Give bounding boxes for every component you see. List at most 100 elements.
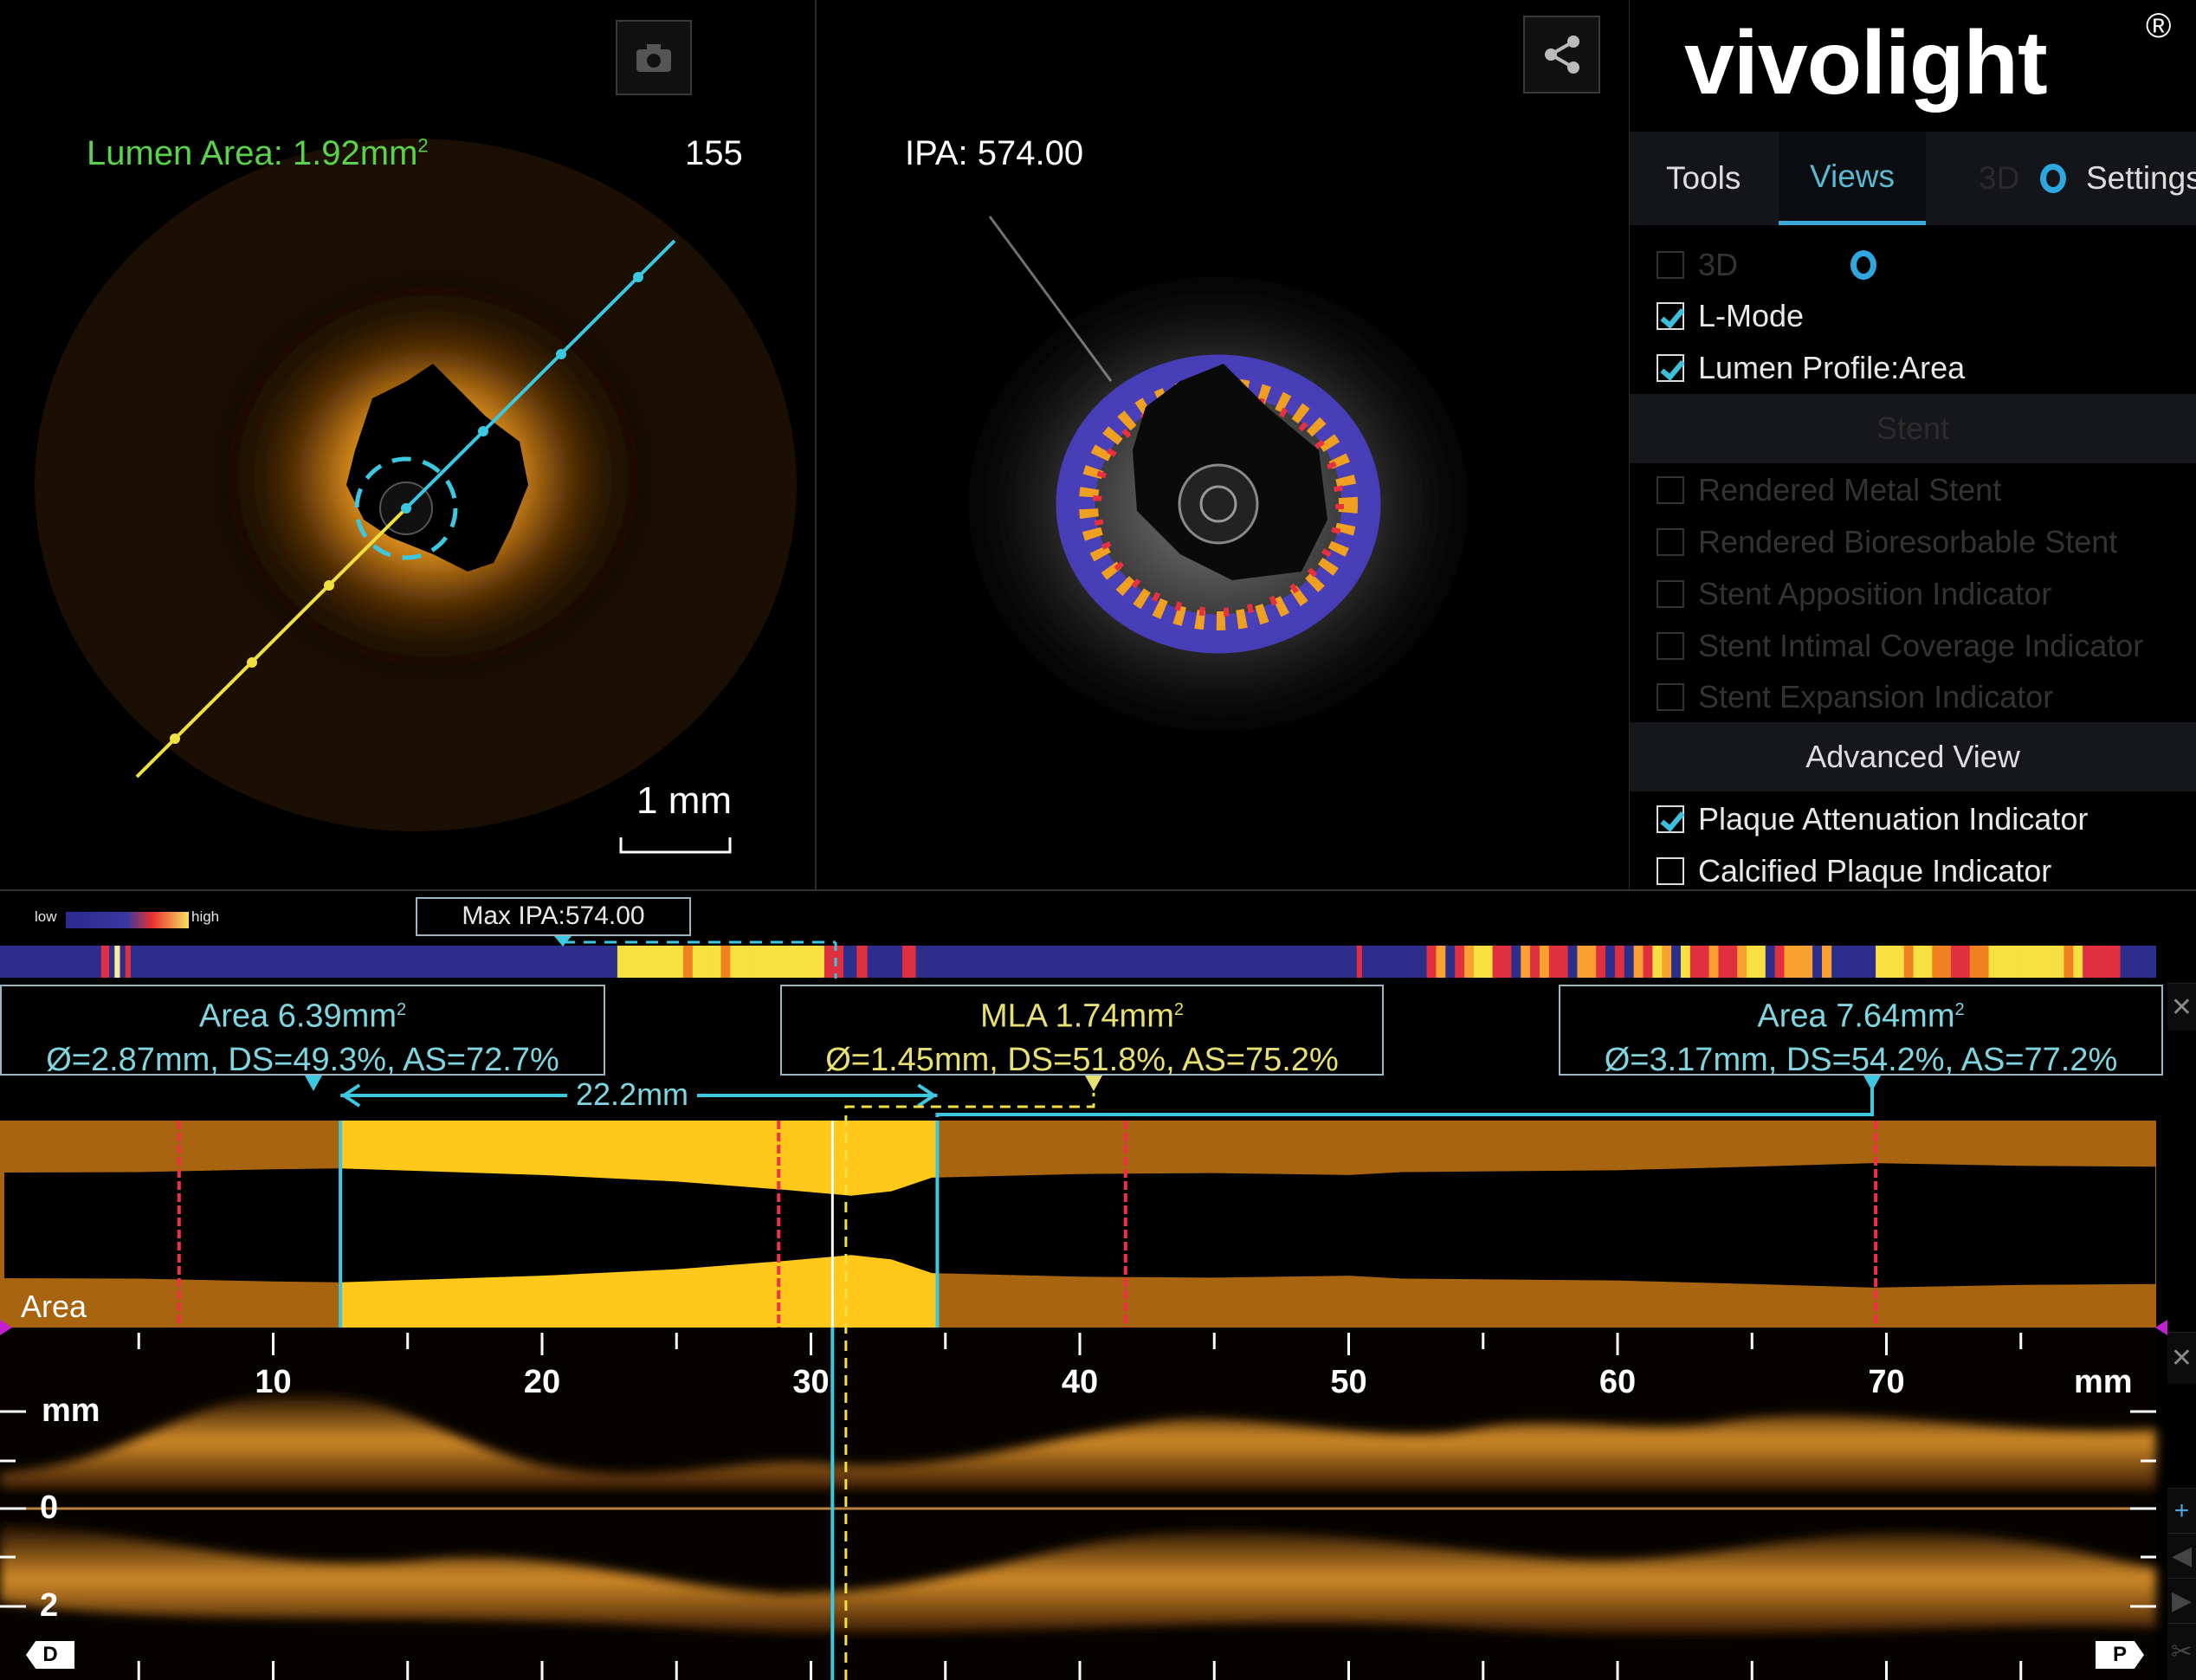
ipa-strip-segment: [1633, 946, 1644, 978]
ipa-strip-segment: [2073, 946, 2083, 978]
ipa-strip-segment: [664, 946, 675, 978]
area-profile-background: [0, 1121, 2156, 1328]
next-button[interactable]: ▶: [2167, 1578, 2196, 1623]
checkbox-stent-apposition: Stent Apposition Indicator: [1657, 575, 2051, 613]
ipa-strip-segment: [701, 946, 712, 978]
checkbox-calcified-plaque[interactable]: Calcified Plaque Indicator: [1657, 852, 2051, 890]
ipa-strip-segment: [1643, 946, 1653, 978]
ipa-strip-segment: [1903, 946, 1914, 978]
annotation-title: Area 6.39mm2: [198, 998, 407, 1035]
annotation-box-proximal-reference[interactable]: Area 6.39mm2 Ø=2.87mm, DS=49.3%, AS=72.7%: [0, 985, 605, 1078]
ipa-strip-segment: [815, 946, 825, 978]
mla-cursor-line: [844, 1093, 1095, 1680]
checkbox-box[interactable]: [1657, 302, 1684, 330]
ipa-strip-segment: [2044, 946, 2055, 978]
ipa-strip-segment: [1737, 946, 1747, 978]
checkbox-lumen-profile-area[interactable]: Lumen Profile:Area: [1657, 349, 1965, 387]
ruler-tick-label: 10: [255, 1364, 292, 1400]
ipa-strip-segment: [824, 946, 835, 978]
ipa-strip-segment: [1941, 946, 1952, 978]
close-icon: ✕: [2170, 1344, 2193, 1373]
ipa-strip-segment: [655, 946, 665, 978]
checkbox-plaque-attenuation[interactable]: Plaque Attenuation Indicator: [1657, 800, 2088, 838]
ipa-strip-segment: [1671, 946, 1682, 978]
cut-button[interactable]: ✂: [2167, 1623, 2196, 1680]
advanced-view-header: Advanced View: [1630, 722, 2196, 792]
ipa-strip-segment: [1539, 946, 1550, 978]
ipa-strip-segment: [1492, 946, 1502, 978]
checkbox-label: Calcified Plaque Indicator: [1698, 853, 2052, 888]
ipa-strip-segment: [1708, 946, 1719, 978]
ipa-strip-segment: [786, 946, 797, 978]
ipa-strip-segment: [1960, 946, 1971, 978]
ipa-strip-segment: [1521, 946, 1531, 978]
ruler-tick-label: 30: [792, 1364, 830, 1400]
ipa-strip-segment: [1689, 946, 1701, 978]
checkbox-box[interactable]: [1657, 857, 1684, 885]
ruler-unit: mm: [2074, 1364, 2133, 1400]
cross-section-oct-image[interactable]: [0, 0, 815, 889]
ipa-strip-segment: [1586, 946, 1597, 978]
annotation-box-distal-reference[interactable]: Area 7.64mm2 Ø=3.17mm, DS=54.2%, AS=77.2%: [1559, 985, 2163, 1078]
checkbox-rendered-metal-stent: Rendered Metal Stent: [1657, 471, 2001, 509]
tab-settings[interactable]: Settings: [2086, 160, 2196, 196]
checkbox-label: Lumen Profile:Area: [1698, 350, 1966, 385]
ruler-tick-label: 40: [1061, 1364, 1099, 1400]
attenuation-oct-image[interactable]: [817, 0, 1629, 889]
ipa-legend-bar: [66, 912, 189, 928]
ipa-strip-segment: [1614, 946, 1625, 978]
ipa-strip-segment: [1436, 946, 1446, 978]
checkbox-l-mode[interactable]: L-Mode: [1657, 297, 1804, 335]
ruler-tick-label: 20: [523, 1364, 561, 1400]
depth-label-0: 0: [40, 1489, 59, 1526]
ipa-strip-segment: [856, 946, 868, 978]
checkbox-stent-expansion: Stent Expansion Indicator: [1657, 678, 2053, 716]
previous-button[interactable]: ◀: [2167, 1533, 2196, 1578]
ipa-strip-segment: [902, 946, 916, 978]
checkbox-3d: 3D: [1657, 246, 1738, 284]
ipa-strip-segment: [1774, 946, 1785, 978]
checkbox-box: [1657, 683, 1684, 711]
checkbox-box[interactable]: [1657, 805, 1684, 833]
ipa-strip-segment: [617, 946, 628, 978]
ipa-strip-segment: [1747, 946, 1757, 978]
ipa-strip-segment: [1821, 946, 1832, 978]
registered-mark: ®: [2146, 7, 2172, 45]
checkbox-box: [1657, 528, 1684, 556]
tab-tools[interactable]: Tools: [1666, 160, 1741, 196]
annotation-title: MLA 1.74mm2: [980, 998, 1184, 1035]
annotation-detail: Ø=3.17mm, DS=54.2%, AS=77.2%: [1604, 1041, 2118, 1078]
annotation-box-mla[interactable]: MLA 1.74mm2 Ø=1.45mm, DS=51.8%, AS=75.2%: [780, 985, 1384, 1078]
ipa-strip-segment: [2035, 946, 2046, 978]
ipa-strip-segment: [2083, 946, 2093, 978]
ipa-strip: [0, 946, 2156, 978]
ipa-strip-segment: [1951, 946, 1961, 978]
ipa-strip-segment: [2007, 946, 2018, 978]
share-icon: [1544, 36, 1579, 74]
ipa-strip-segment: [1426, 946, 1437, 978]
checkbox-box[interactable]: [1657, 354, 1684, 382]
ipa-strip-segment: [730, 946, 740, 978]
arrow-left-icon: [340, 1083, 361, 1108]
ipa-strip-segment: [1652, 946, 1663, 978]
ipa-strip-segment: [114, 946, 120, 978]
close-lmode-button[interactable]: ✕: [2167, 1332, 2196, 1384]
checkbox-box: [1657, 251, 1684, 279]
ipa-strip-segment: [636, 946, 646, 978]
close-annotations-button[interactable]: ✕: [2167, 983, 2196, 1031]
tab-views[interactable]: Views: [1779, 132, 1926, 225]
lumen-area-profile: [4, 1163, 2155, 1288]
share-button[interactable]: [1523, 16, 1600, 94]
depth-unit: mm: [42, 1392, 100, 1429]
add-marker-button[interactable]: +: [2167, 1488, 2196, 1533]
ipa-strip-segment: [692, 946, 703, 978]
camera-button[interactable]: [616, 20, 692, 95]
ipa-strip-segment: [626, 946, 636, 978]
ipa-strip-segment: [1511, 946, 1521, 978]
ipa-strip-segment: [1558, 946, 1568, 978]
ipa-strip-segment: [683, 946, 694, 978]
ipa-strip-segment: [711, 946, 721, 978]
rewind-icon: ◀: [2171, 1541, 2193, 1570]
ipa-strip-segment: [1812, 946, 1823, 978]
ipa-strip-segment: [1784, 946, 1794, 978]
